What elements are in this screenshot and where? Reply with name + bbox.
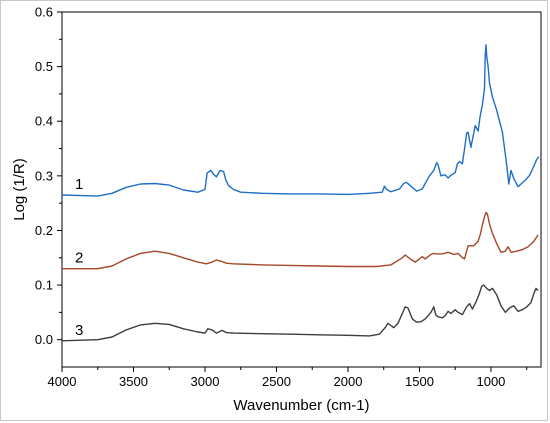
y-tick-label: 0.6 — [35, 5, 53, 20]
x-tick-label: 4000 — [48, 374, 77, 389]
y-tick-label: 0.4 — [35, 114, 53, 129]
series-line-2 — [62, 211, 539, 270]
series-label-3: 3 — [75, 322, 83, 339]
y-axis-title: Log (1/R) — [11, 158, 28, 221]
y-axis: 0.0 0.1 0.2 0.3 0.4 0.5 0.6 — [35, 5, 62, 347]
x-tick-label: 3000 — [191, 374, 220, 389]
series-line-3 — [61, 284, 539, 342]
plot-area-border — [61, 11, 542, 368]
y-tick-label: 0.0 — [35, 332, 53, 347]
x-axis: 4000 3500 3000 2500 2000 1500 1000 — [48, 367, 528, 389]
x-tick-label: 1500 — [405, 374, 434, 389]
series-group: 1 2 3 — [61, 44, 540, 342]
x-axis-title: Wavenumber (cm-1) — [233, 397, 369, 414]
series-line-1 — [61, 44, 540, 197]
y-tick-label: 0.2 — [35, 223, 53, 238]
y-tick-label: 0.5 — [35, 59, 53, 74]
series-label-1: 1 — [75, 176, 83, 193]
x-tick-label: 2000 — [334, 374, 363, 389]
x-tick-label: 3500 — [119, 374, 148, 389]
series-label-2: 2 — [75, 250, 83, 267]
y-tick-label: 0.1 — [35, 278, 53, 293]
x-tick-label: 2500 — [262, 374, 291, 389]
y-tick-label: 0.3 — [35, 168, 53, 183]
x-tick-label: 1000 — [476, 374, 505, 389]
